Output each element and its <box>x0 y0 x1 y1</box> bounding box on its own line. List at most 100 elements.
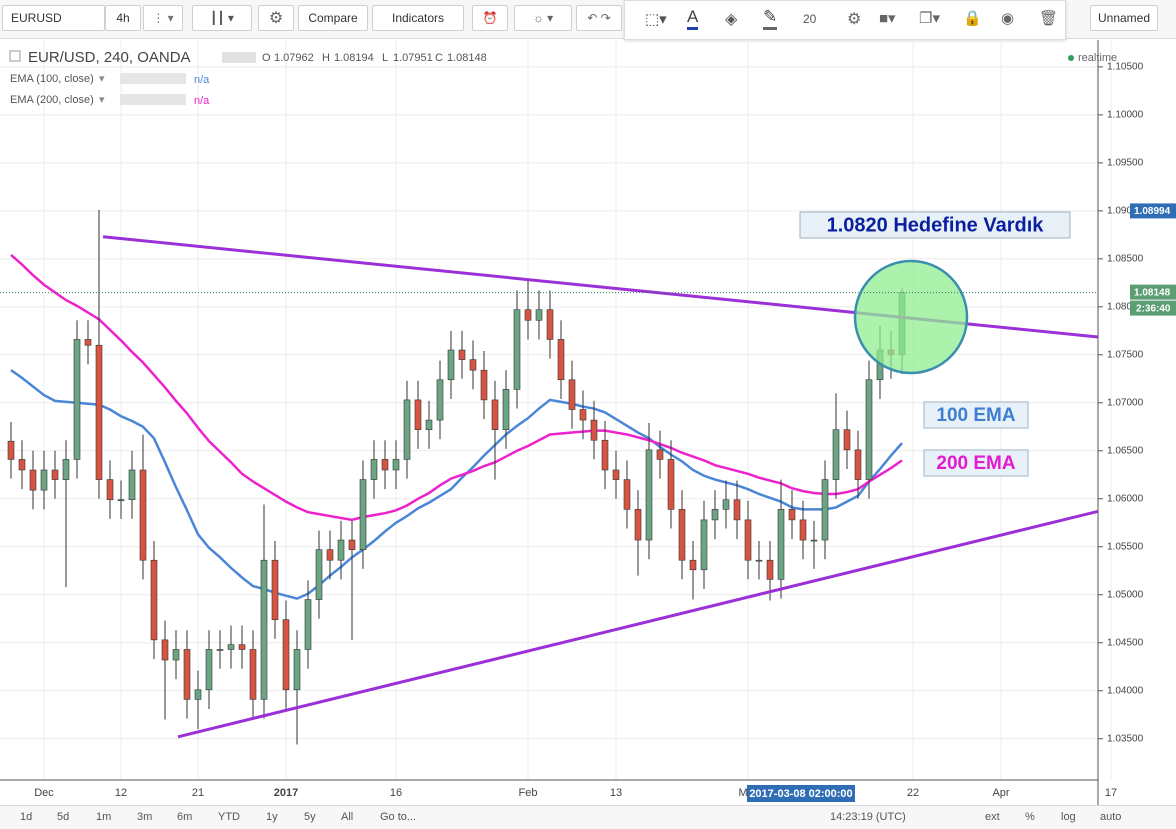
candle-body <box>656 449 664 460</box>
candle-body <box>117 499 125 502</box>
delete-icon[interactable]: 🗑 <box>1039 10 1059 27</box>
undo-redo[interactable]: ↶ ↷ <box>576 5 622 31</box>
settings-icon[interactable]: ⚙ <box>847 11 862 28</box>
ema-line <box>10 254 903 522</box>
y-tick-label: 1.07000 <box>1107 397 1144 408</box>
bottom-button[interactable]: log <box>1061 811 1076 823</box>
candle-body <box>205 649 213 691</box>
candle-body <box>271 559 279 621</box>
bottom-button[interactable]: Go to... <box>380 811 417 823</box>
symbol-input[interactable]: EURUSD <box>2 5 105 31</box>
legend-arrow: ▾ <box>99 73 105 85</box>
fill-icon[interactable]: ◈ <box>725 11 738 28</box>
legend-entry: EMA (100, close) <box>10 73 94 85</box>
legend-icons[interactable] <box>120 94 186 105</box>
candle-body <box>128 469 136 501</box>
candle-body <box>40 469 48 491</box>
legend-label: L <box>382 52 388 64</box>
chart: 1.10500 1.10000 1.09500 1.09000 1.08500 1.080… <box>0 40 1176 805</box>
bottom-button[interactable]: 6m <box>177 811 193 823</box>
annotation: 200 EMA <box>936 453 1015 474</box>
x-tick-label: Apr <box>992 787 1009 799</box>
candle-body <box>821 479 829 541</box>
y-tick-label: 1.08000 <box>1107 301 1144 312</box>
drawing-toolbar: ⬚▾ A ◈ ✎ 20 ⚙ ■▾ ❐▾ 🔒 ◉ 🗑 <box>624 0 1066 40</box>
bottom-button[interactable]: 5d <box>57 811 70 823</box>
candle-body <box>491 399 499 430</box>
x-tick-label: Feb <box>519 787 538 799</box>
candle-body <box>689 559 697 571</box>
candle-body <box>612 469 620 480</box>
bottom-button[interactable]: 1m <box>96 811 112 823</box>
interval-button[interactable]: 4h <box>105 5 141 31</box>
visibility-icon[interactable]: ◉ <box>1001 10 1015 27</box>
candle-body <box>7 440 15 460</box>
bottom-button[interactable]: ext <box>985 811 1000 823</box>
y-tick-label: 1.06000 <box>1107 493 1144 504</box>
layout-button[interactable]: Unnamed <box>1090 5 1158 31</box>
annotation-box <box>923 449 1029 477</box>
template-icon[interactable]: ■▾ <box>879 10 896 27</box>
last-price-label: 1.08148 <box>1134 287 1171 298</box>
candle-body <box>722 499 730 510</box>
interval-menu[interactable]: ⋮ ▾ <box>143 5 183 31</box>
legend-icons[interactable] <box>222 52 256 63</box>
settings-button[interactable]: ⚙ <box>258 5 294 31</box>
candle-body <box>95 344 103 480</box>
legend-icons[interactable] <box>120 73 186 84</box>
annotation-box <box>923 401 1029 429</box>
bottom-button[interactable]: 5y <box>304 811 316 823</box>
crosshair-price: 1.08994 <box>1134 206 1171 217</box>
legend-label: H <box>322 52 330 64</box>
text-color-icon[interactable]: A <box>687 7 699 30</box>
compare-button[interactable]: Compare <box>298 5 368 31</box>
bottom-button[interactable]: 3m <box>137 811 153 823</box>
bottom-button[interactable]: All <box>341 811 354 823</box>
candle-body <box>370 459 378 480</box>
candle-body <box>590 419 598 441</box>
candle-body <box>854 449 862 480</box>
candle-body <box>480 369 488 401</box>
bottom-button[interactable]: YTD <box>218 811 240 823</box>
x-tick-label: 13 <box>610 787 622 799</box>
line-width[interactable]: 20 <box>803 12 817 26</box>
bottom-button[interactable]: auto <box>1100 811 1122 823</box>
x-tick-label: 21 <box>192 787 204 799</box>
y-tick-label: 1.09500 <box>1107 157 1144 168</box>
line-color-icon[interactable]: ✎ <box>763 7 778 30</box>
x-tick-label: 17 <box>1105 787 1117 799</box>
countdown-box <box>1130 300 1176 316</box>
candle-body <box>755 559 763 562</box>
candle-body <box>260 559 268 700</box>
ema-line <box>10 369 903 600</box>
select-icon[interactable]: ⬚▾ <box>645 11 667 28</box>
candle-body <box>392 459 400 471</box>
legend-value: 1.07962 <box>274 52 314 64</box>
indicators-button[interactable]: Indicators <box>372 5 464 31</box>
candle-body <box>425 419 433 430</box>
y-tick-label: 1.05500 <box>1107 541 1144 552</box>
clone-icon[interactable]: ❐▾ <box>919 10 940 27</box>
y-tick-label: 1.10000 <box>1107 110 1144 121</box>
candle-body <box>304 599 312 650</box>
candle-body <box>436 379 444 421</box>
candle-body <box>579 409 587 421</box>
annotation: 100 EMA <box>936 405 1015 426</box>
replay-button[interactable]: ☼ ▾ <box>514 5 572 31</box>
candle-body <box>348 539 356 550</box>
chart-style-button[interactable]: ┃┃ ▾ <box>192 5 252 31</box>
candle-body <box>403 399 411 460</box>
candle-body <box>601 439 609 471</box>
bottom-button[interactable]: % <box>1025 811 1035 823</box>
collapse-icon[interactable] <box>9 50 21 62</box>
highlight-circle <box>853 259 969 375</box>
bottom-button[interactable]: 1y <box>266 811 278 823</box>
candle-body <box>799 519 807 541</box>
alert-button[interactable]: ⏰ <box>472 5 508 31</box>
candle-body <box>678 509 686 561</box>
candle-body <box>766 559 774 580</box>
candle-body <box>535 309 543 321</box>
lock-icon[interactable]: 🔒 <box>963 10 982 27</box>
bottom-button[interactable]: 1d <box>20 811 33 823</box>
